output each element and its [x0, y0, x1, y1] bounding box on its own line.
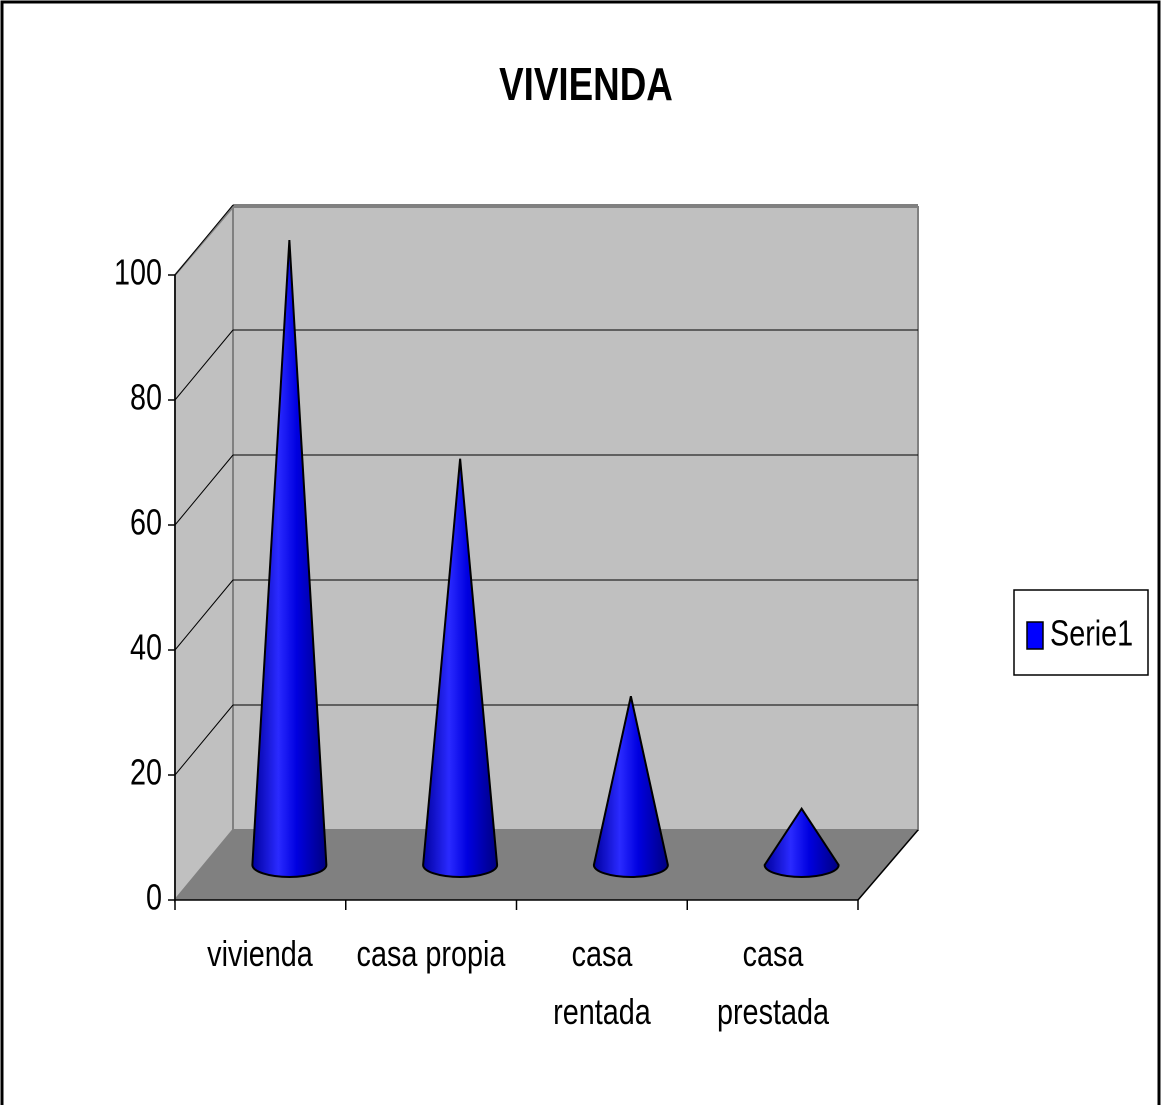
chart-title: VIVIENDA — [499, 58, 673, 110]
y-tick-label: 20 — [130, 751, 162, 792]
grid-line — [174, 704, 234, 776]
legend-swatch — [1026, 621, 1044, 650]
cones — [251, 239, 840, 878]
y-tick-label: 100 — [114, 251, 162, 292]
y-tick-label: 0 — [146, 876, 162, 917]
grid — [174, 204, 918, 776]
back-wall — [232, 206, 919, 831]
side-wall — [174, 204, 234, 903]
legend-label: Serie1 — [1050, 612, 1133, 653]
grid-line — [174, 454, 234, 526]
x-tick-label: casa prestada — [716, 933, 829, 1032]
x-tick-label: vivienda — [207, 933, 314, 974]
floor-edge — [857, 829, 919, 901]
y-tick-label: 60 — [130, 501, 162, 542]
grid-line — [174, 204, 234, 276]
grid-line — [174, 329, 234, 401]
cone — [422, 458, 499, 878]
x-tick-label: casa propia — [356, 933, 506, 974]
cone — [592, 696, 669, 878]
y-tick-label: 40 — [130, 626, 162, 667]
cone — [251, 239, 328, 878]
cone — [763, 806, 840, 878]
grid-line — [174, 579, 234, 651]
y-tick-label: 80 — [130, 376, 162, 417]
floor — [175, 830, 918, 900]
x-tick-label: casa rentada — [553, 933, 651, 1032]
